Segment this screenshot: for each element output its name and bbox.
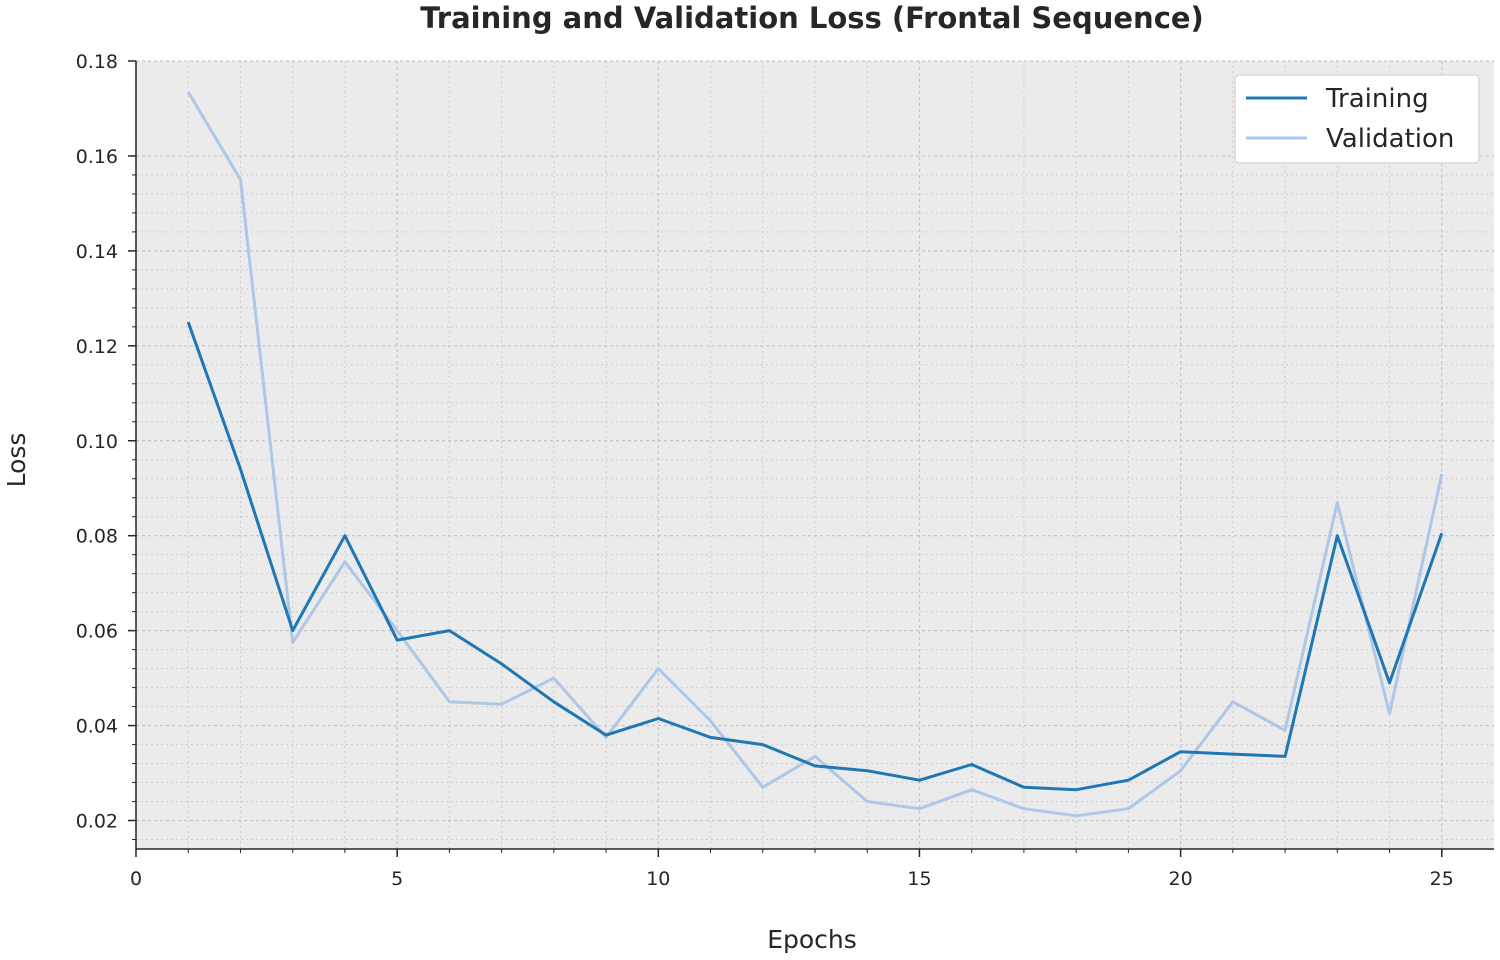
- x-tick-label: 10: [646, 868, 670, 890]
- tick-labels: 0 5 10 15 20 25 0.02 0.04 0.06 0.08 0.10 0.12 0.14 0.…: [76, 51, 1454, 890]
- y-axis-label: Loss: [2, 433, 31, 488]
- minor-gridlines: [136, 61, 1494, 849]
- y-tick-label: 0.14: [76, 241, 118, 263]
- series-line-training: [186, 321, 1444, 792]
- series-line-validation: [186, 91, 1444, 818]
- x-tick-label: 5: [391, 868, 403, 890]
- x-tick-label: 15: [907, 868, 931, 890]
- chart-title: Training and Validation Loss (Frontal Se…: [420, 1, 1204, 35]
- legend-label-validation: Validation: [1326, 124, 1454, 154]
- x-tick-label: 20: [1169, 868, 1193, 890]
- x-tick-label: 25: [1430, 868, 1454, 890]
- legend: Training Validation: [1234, 74, 1480, 164]
- legend-label-training: Training: [1325, 84, 1429, 114]
- series-lines: [186, 91, 1444, 818]
- y-tick-label: 0.02: [76, 811, 118, 833]
- y-tick-label: 0.10: [76, 431, 118, 453]
- x-tick-label: 0: [130, 868, 142, 890]
- y-tick-label: 0.04: [76, 716, 118, 738]
- y-tick-label: 0.16: [76, 146, 118, 168]
- y-tick-label: 0.08: [76, 526, 118, 548]
- y-tick-label: 0.12: [76, 336, 118, 358]
- axes: [128, 60, 1494, 857]
- y-tick-label: 0.18: [76, 51, 118, 73]
- x-axis-label: Epochs: [767, 925, 857, 954]
- y-tick-label: 0.06: [76, 621, 118, 643]
